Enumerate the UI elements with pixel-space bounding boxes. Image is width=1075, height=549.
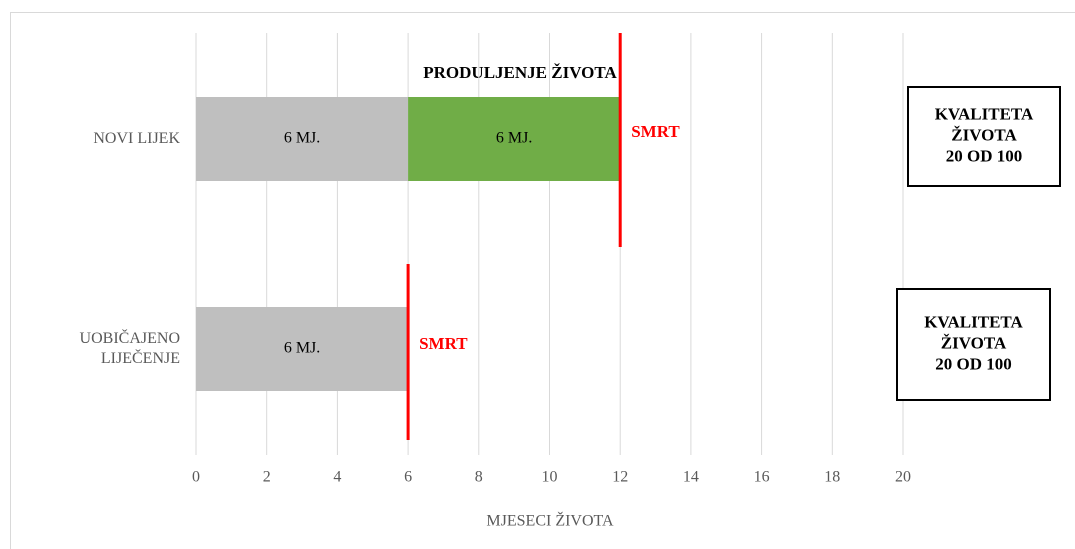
quality-box bbox=[907, 86, 1061, 187]
x-tick-label: 18 bbox=[824, 469, 840, 486]
bar bbox=[196, 307, 409, 391]
y-tick-label: NOVI LIJEK bbox=[93, 130, 180, 147]
quality-box bbox=[896, 288, 1051, 401]
bar bbox=[196, 97, 409, 181]
x-axis-label: MJESECI ŽIVOTA bbox=[486, 511, 614, 530]
marker-label: SMRT bbox=[419, 334, 468, 353]
data-label: 6 MJ. bbox=[496, 130, 532, 147]
y-tick-label-line: UOBIČAJENO bbox=[80, 328, 180, 347]
chart-border bbox=[10, 12, 1075, 549]
data-label: 6 MJ. bbox=[284, 340, 320, 357]
y-tick-label-line: LIJEČENJE bbox=[101, 348, 180, 367]
x-tick-label: 4 bbox=[333, 469, 341, 486]
grid bbox=[195, 33, 904, 455]
x-tick-label: 16 bbox=[754, 469, 770, 486]
data-label: 6 MJ. bbox=[284, 130, 320, 147]
x-tick-label: 8 bbox=[475, 469, 483, 486]
x-tick-label: 10 bbox=[542, 469, 558, 486]
marker-label: SMRT bbox=[631, 122, 680, 141]
quality-box-text: 20 OD 100 bbox=[946, 146, 1023, 165]
quality-box-text: KVALITETA bbox=[935, 104, 1034, 123]
bar bbox=[408, 97, 621, 181]
y-tick-label-line: NOVI LIJEK bbox=[93, 130, 180, 147]
x-tick-label: 2 bbox=[263, 469, 271, 486]
annotation: PRODULJENJE ŽIVOTA bbox=[423, 63, 617, 82]
quality-box-text: 20 OD 100 bbox=[935, 354, 1012, 373]
quality-box-text: ŽIVOTA bbox=[941, 333, 1007, 352]
x-tick-label: 14 bbox=[683, 469, 699, 486]
quality-box-text: ŽIVOTA bbox=[951, 125, 1017, 144]
x-tick-label: 20 bbox=[895, 469, 911, 486]
x-tick-label: 0 bbox=[192, 469, 200, 486]
quality-box-text: KVALITETA bbox=[924, 312, 1023, 331]
x-tick-label: 12 bbox=[612, 469, 628, 486]
x-tick-label: 6 bbox=[404, 469, 412, 486]
y-tick-label: UOBIČAJENO LIJEČENJE bbox=[80, 328, 180, 367]
